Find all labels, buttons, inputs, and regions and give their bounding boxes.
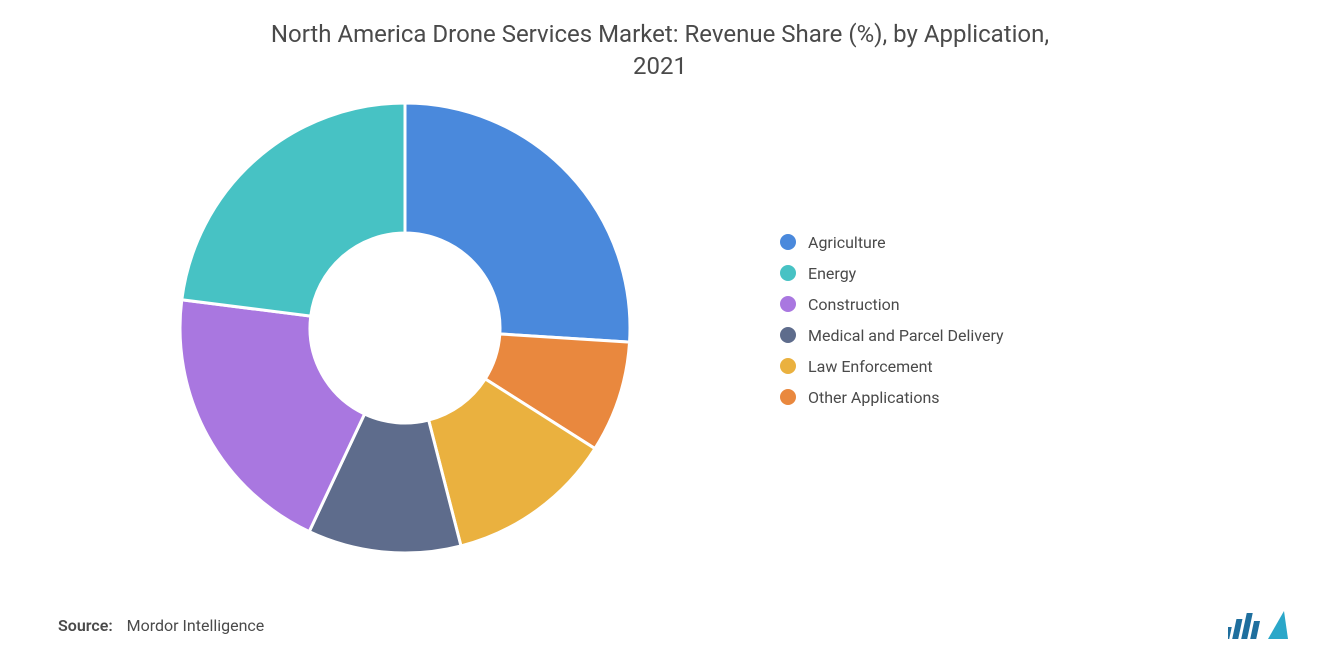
legend-item: Law Enforcement (780, 357, 1004, 376)
legend-label: Construction (808, 295, 900, 314)
legend-label: Energy (808, 264, 856, 283)
legend-swatch (780, 265, 796, 281)
source-line: Source: Mordor Intelligence (58, 616, 264, 635)
mordor-logo (1228, 607, 1290, 641)
legend-swatch (780, 296, 796, 312)
legend: Agriculture Energy Construction Medical and… (780, 233, 1004, 419)
chart-title-line2: 2021 (633, 52, 687, 80)
legend-swatch (780, 327, 796, 343)
legend-item: Agriculture (780, 233, 1004, 252)
legend-swatch (780, 358, 796, 374)
source-text: Mordor Intelligence (127, 616, 265, 635)
legend-swatch (780, 389, 796, 405)
legend-item: Energy (780, 264, 1004, 283)
chart-title: North America Drone Services Market: Rev… (0, 0, 1320, 83)
donut-svg (180, 103, 630, 553)
legend-item: Medical and Parcel Delivery (780, 326, 1004, 345)
donut-slice (405, 103, 630, 342)
source-label: Source: (58, 616, 113, 635)
legend-item: Construction (780, 295, 1004, 314)
legend-label: Law Enforcement (808, 357, 933, 376)
donut-slice (182, 103, 405, 316)
legend-label: Agriculture (808, 233, 886, 252)
legend-label: Other Applications (808, 388, 940, 407)
legend-swatch (780, 234, 796, 250)
donut-chart (180, 103, 630, 553)
chart-title-line1: North America Drone Services Market: Rev… (271, 20, 1049, 48)
legend-item: Other Applications (780, 388, 1004, 407)
legend-label: Medical and Parcel Delivery (808, 326, 1004, 345)
mordor-logo-svg (1228, 607, 1290, 641)
chart-area: Agriculture Energy Construction Medical and… (0, 103, 1320, 583)
